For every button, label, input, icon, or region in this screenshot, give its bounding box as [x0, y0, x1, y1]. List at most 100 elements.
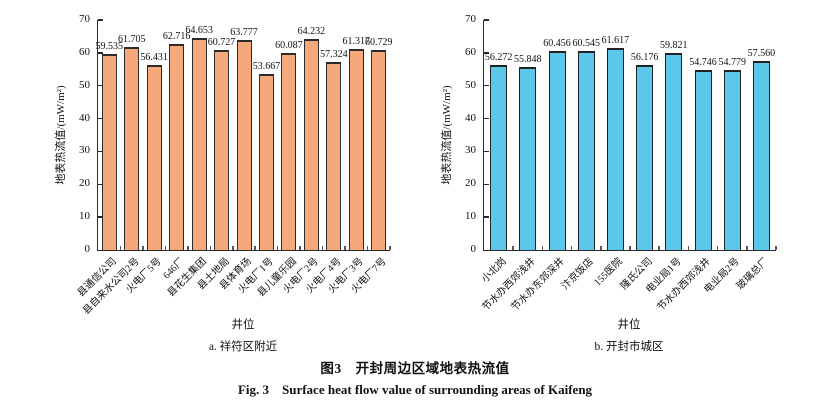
x-axis-tick	[187, 246, 189, 250]
value-label: 64.232	[297, 25, 326, 37]
bar	[548, 51, 566, 250]
category-label: 玻璃总厂	[735, 256, 772, 293]
y-tick-label: 20	[465, 177, 476, 190]
value-label: 57.560	[747, 47, 776, 59]
panel-label-a: a. 祥符区附近	[208, 341, 278, 353]
bar	[169, 43, 185, 250]
bar	[236, 40, 252, 250]
bar	[214, 50, 230, 250]
y-tick-label: 20	[79, 177, 90, 190]
y-axis-tick	[484, 19, 489, 21]
bar	[665, 53, 683, 250]
x-axis-tick	[570, 246, 573, 250]
chart-b-kaifeng-city: 地表热流值/(mW/m²) 0 10 20 30 40 50 60 70 56.272 小北岗 55…	[415, 0, 830, 355]
value-label: 60.545	[572, 38, 600, 50]
category-label: 节水办东郊深井	[509, 256, 567, 314]
chart-a-xiangfu-district: 地表热流值/(mW/m²) 0 10 20 30 40 50 60 70 59.535 县通信公司…	[0, 0, 415, 355]
y-axis-tick	[98, 84, 103, 87]
y-axis-tick	[484, 150, 489, 153]
y-axis-tick	[98, 19, 103, 21]
value-label: 60.729	[365, 37, 393, 49]
y-tick-label: 10	[79, 210, 90, 223]
x-axis-tick	[299, 246, 301, 250]
x-axis-tick	[746, 246, 748, 250]
y-tick-label: 30	[465, 144, 476, 157]
bar	[146, 64, 162, 250]
bar	[577, 51, 595, 250]
value-label: 56.176	[630, 52, 659, 64]
value-label: 63.777	[230, 27, 258, 39]
y-tick-label: 40	[465, 111, 476, 124]
x-axis-tick	[209, 246, 212, 250]
y-axis-tick	[98, 52, 103, 54]
bar	[191, 37, 207, 250]
x-axis-tick	[658, 246, 660, 250]
y-axis-title: 地表热流值/(mW/m²)	[441, 85, 453, 185]
x-axis-tick	[232, 246, 234, 250]
y-tick-label: 60	[79, 45, 90, 58]
x-axis-tick	[344, 246, 346, 250]
x-axis-tick	[142, 246, 144, 250]
value-label: 64.653	[185, 24, 213, 36]
bar	[371, 50, 387, 250]
bar	[303, 38, 319, 250]
panel-label-b: b. 开封市城区	[594, 341, 664, 353]
y-axis-tick	[98, 183, 103, 186]
x-axis-tick	[321, 246, 324, 250]
x-axis-title: 井位	[617, 319, 641, 331]
bar	[490, 65, 508, 250]
bar	[124, 47, 140, 250]
value-label: 57.324	[320, 48, 348, 60]
y-tick-label: 50	[79, 78, 90, 91]
value-label: 53.667	[252, 60, 281, 72]
value-label: 62.716	[162, 30, 191, 42]
value-label: 56.431	[140, 51, 168, 63]
bar	[752, 60, 770, 250]
plot-area-b: 0 10 20 30 40 50 60 70 56.272 小北岗 55.848 节水办西郊浅井 60.…	[465, 13, 777, 313]
y-axis-tick	[484, 117, 489, 120]
x-axis-tick	[600, 246, 602, 250]
y-tick-label: 70	[465, 13, 476, 25]
value-label: 61.617	[601, 34, 630, 46]
value-label: 60.087	[275, 39, 303, 51]
x-axis-title: 井位	[231, 319, 255, 331]
bar	[519, 66, 537, 250]
value-label: 54.746	[689, 57, 717, 69]
value-label: 54.779	[718, 57, 746, 69]
y-axis-tick	[484, 52, 489, 54]
y-tick-label: 70	[79, 13, 90, 25]
y-tick-label: 40	[79, 111, 90, 124]
bar	[636, 65, 654, 250]
bar	[348, 48, 364, 250]
y-axis-tick	[484, 84, 489, 87]
x-axis-tick	[366, 246, 369, 250]
y-axis-tick	[484, 183, 489, 186]
bar	[694, 70, 712, 250]
bar	[723, 70, 741, 250]
value-label: 60.456	[543, 38, 571, 50]
y-axis-tick	[98, 117, 103, 120]
value-label: 61.705	[117, 34, 146, 46]
y-axis-tick	[98, 150, 103, 153]
bar	[258, 73, 274, 250]
x-axis-tick	[541, 246, 544, 250]
value-label: 59.821	[660, 40, 688, 52]
y-axis-title: 地表热流值/(mW/m²)	[55, 85, 67, 185]
x-axis-tick	[687, 246, 690, 250]
x-axis-tick	[716, 246, 719, 250]
bar	[326, 61, 342, 250]
bar	[281, 52, 297, 250]
y-axis-tick	[98, 216, 103, 218]
x-axis-tick	[119, 246, 122, 250]
y-tick-label: 10	[465, 210, 476, 223]
value-label: 55.848	[514, 53, 542, 65]
x-axis-tick	[276, 246, 279, 250]
figure-caption-en: Fig. 3 Surface heat flow value of surrou…	[237, 382, 593, 397]
y-tick-label: 0	[84, 243, 91, 255]
x-axis-tick	[389, 246, 391, 250]
y-tick-label: 50	[465, 78, 476, 91]
bar	[606, 47, 624, 250]
x-axis-tick	[512, 246, 514, 250]
x-axis-tick	[254, 246, 256, 250]
